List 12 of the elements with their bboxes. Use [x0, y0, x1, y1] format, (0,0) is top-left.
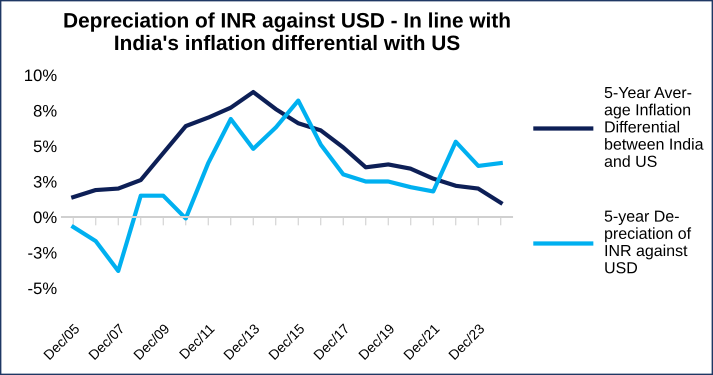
legend-label: 5-year De- preciation of INR against USD	[604, 210, 692, 274]
line-series	[71, 90, 503, 205]
legend-label: 5-Year Aver- age Inflation Differential between India and US	[604, 87, 704, 167]
y-tick-label: 5%	[34, 140, 57, 152]
y-tick-label: 0%	[34, 211, 57, 224]
y-tick-label: 3%	[34, 176, 57, 188]
y-tick-label: -5%	[28, 282, 57, 294]
line-series	[71, 98, 503, 274]
chart-title: Depreciation of INR against USD - In line with India's inflation differential with US	[64, 12, 510, 50]
y-tick-label: -3%	[28, 246, 57, 259]
y-tick-label: 10%	[25, 69, 57, 82]
y-tick-label: 8%	[34, 104, 57, 117]
